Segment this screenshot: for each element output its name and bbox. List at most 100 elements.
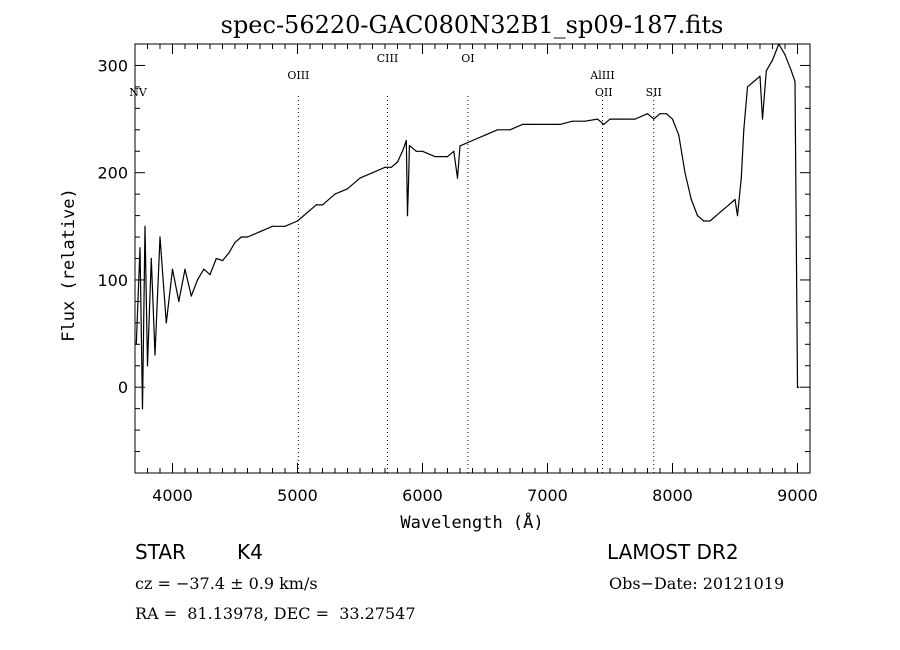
spectrum-point (746, 86, 749, 88)
spectrum-point (321, 204, 324, 206)
spectrum-point (646, 113, 649, 115)
spectrum-point (584, 120, 586, 122)
sky-coordinates: RA = 81.13978, DEC = 33.27547 (135, 604, 416, 623)
line-label-nv: NV (129, 86, 148, 99)
spectrum-point (546, 123, 549, 125)
spectrum-point (794, 80, 796, 83)
spectrum-point (259, 231, 261, 233)
observation-date: Obs−Date: 20121019 (609, 574, 785, 593)
spectrum-point (709, 220, 711, 222)
redshift-velocity: cz = −37.4 ± 0.9 km/s (135, 574, 318, 593)
spectrum-point (415, 150, 417, 152)
spectrum-point (221, 260, 224, 262)
spectrum-point (728, 204, 730, 206)
line-label-aliii: AlIII (589, 69, 615, 82)
spectrum-line (135, 43, 799, 410)
spectrum-point (359, 177, 361, 179)
spectrum-point (171, 268, 174, 270)
spectrum-point (409, 145, 411, 147)
spectrum-point (406, 215, 409, 217)
spectrum-point (215, 257, 217, 260)
spectrum-point (228, 252, 230, 254)
y-tick-label: 200 (97, 164, 128, 183)
plot-frame (134, 43, 811, 474)
spectrum-point (634, 118, 636, 120)
spectrum-point (521, 123, 524, 125)
spectrum-point (759, 75, 761, 77)
y-axis-label: Flux (relative) (59, 188, 79, 342)
spectrum-point (736, 215, 739, 217)
spectrum-point (453, 150, 455, 152)
spectrum-point (690, 198, 692, 201)
x-tick-label: 5000 (277, 486, 318, 505)
spectrum-point (684, 172, 686, 174)
spectrum-point (390, 166, 392, 168)
y-tick-label: 0 (118, 378, 128, 397)
spectrum-point (703, 220, 705, 222)
line-label-oii: OII (595, 86, 613, 99)
spectrum-point (571, 120, 574, 122)
x-tick-label: 8000 (652, 486, 693, 505)
spectrum-point (678, 134, 680, 136)
spectrum-point (234, 241, 236, 243)
spectrum-point (396, 161, 399, 163)
spectrum-point (196, 279, 199, 281)
object-class: STAR (135, 540, 186, 564)
spectrum-point (621, 118, 624, 120)
spectrum-point (405, 139, 407, 142)
spectrum-point (796, 386, 799, 388)
spectrum-point (696, 215, 699, 217)
spectrum-point (240, 236, 242, 238)
x-tick-label: 9000 (777, 486, 818, 505)
spectrum-point (798, 386, 800, 388)
chart-title: spec-56220-GAC080N32B1_sp09-187.fits (221, 11, 724, 39)
spectrum-point (765, 70, 767, 72)
spectrum-point (184, 268, 186, 270)
spectrum-point (509, 129, 511, 131)
spectrum-point (334, 193, 336, 195)
spectrum-point (603, 123, 605, 125)
spectrum-point (309, 209, 311, 211)
spectrum-point (653, 118, 655, 120)
spectrum-point (734, 198, 736, 201)
spectrum-point (778, 43, 780, 45)
spectrum-point (284, 225, 286, 227)
spectrum-point (665, 113, 667, 115)
x-axis-label: Wavelength (Å) (400, 511, 543, 533)
spectrum-point (743, 129, 745, 131)
y-tick-label: 100 (97, 271, 128, 290)
spectrum-point (408, 172, 410, 174)
spectrum-point (165, 322, 167, 324)
spectrum-point (141, 408, 144, 410)
spectrum-point (446, 156, 449, 158)
spectrum-point (150, 257, 152, 260)
spectrum-point (609, 118, 611, 120)
spectrum-point (771, 59, 774, 61)
y-tick-label: 300 (97, 56, 128, 75)
spectrum-point (790, 70, 792, 72)
object-subclass: K4 (237, 540, 263, 564)
spectrum-point (721, 209, 724, 211)
spectrum-point (178, 300, 180, 302)
spectrum-point (159, 236, 161, 238)
spectrum-point (456, 177, 459, 179)
spectrum-point (484, 134, 486, 136)
spectrum-point (761, 118, 764, 120)
spectrum-point (271, 225, 274, 227)
spectrum-point (434, 156, 436, 158)
spectrum-point (534, 123, 536, 125)
spectrum-point (246, 236, 249, 238)
spectrum-point (471, 139, 474, 142)
x-tick-label: 7000 (527, 486, 568, 505)
line-label-oi: OI (461, 52, 474, 65)
spectrum-point (715, 215, 717, 217)
line-label-oiii: OIII (287, 69, 309, 82)
spectrum-point (154, 354, 156, 356)
spectrum-point (384, 166, 386, 168)
spectrum-point (459, 145, 461, 147)
x-tick-label: 6000 (402, 486, 443, 505)
line-label-ciii: CIII (377, 52, 398, 65)
spectrum-point (203, 268, 205, 270)
spectrum-point (315, 204, 317, 206)
